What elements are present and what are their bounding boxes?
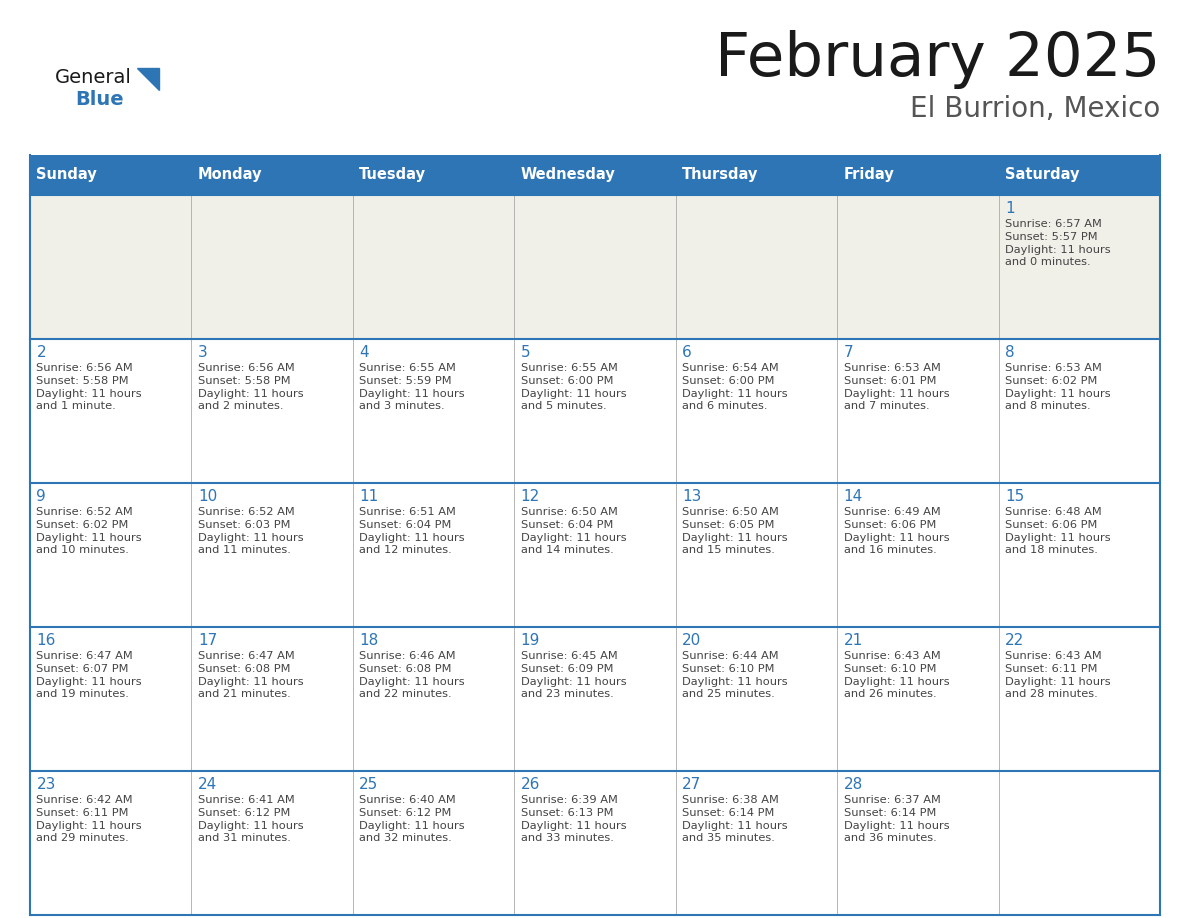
Text: General: General bbox=[55, 68, 132, 87]
Text: Sunrise: 6:43 AM
Sunset: 6:11 PM
Daylight: 11 hours
and 28 minutes.: Sunrise: 6:43 AM Sunset: 6:11 PM Dayligh… bbox=[1005, 651, 1111, 700]
Text: Sunrise: 6:39 AM
Sunset: 6:13 PM
Daylight: 11 hours
and 33 minutes.: Sunrise: 6:39 AM Sunset: 6:13 PM Dayligh… bbox=[520, 795, 626, 844]
Text: Sunrise: 6:43 AM
Sunset: 6:10 PM
Daylight: 11 hours
and 26 minutes.: Sunrise: 6:43 AM Sunset: 6:10 PM Dayligh… bbox=[843, 651, 949, 700]
Text: 25: 25 bbox=[359, 777, 379, 792]
Text: 5: 5 bbox=[520, 345, 530, 360]
Text: Sunrise: 6:55 AM
Sunset: 5:59 PM
Daylight: 11 hours
and 3 minutes.: Sunrise: 6:55 AM Sunset: 5:59 PM Dayligh… bbox=[359, 363, 465, 411]
Text: Sunrise: 6:47 AM
Sunset: 6:07 PM
Daylight: 11 hours
and 19 minutes.: Sunrise: 6:47 AM Sunset: 6:07 PM Dayligh… bbox=[37, 651, 143, 700]
Text: 10: 10 bbox=[198, 489, 217, 504]
Bar bbox=[30, 483, 1159, 627]
Text: Sunrise: 6:52 AM
Sunset: 6:02 PM
Daylight: 11 hours
and 10 minutes.: Sunrise: 6:52 AM Sunset: 6:02 PM Dayligh… bbox=[37, 507, 143, 555]
Text: 23: 23 bbox=[37, 777, 56, 792]
Text: 21: 21 bbox=[843, 633, 862, 648]
Text: El Burrion, Mexico: El Burrion, Mexico bbox=[910, 95, 1159, 123]
Text: 14: 14 bbox=[843, 489, 862, 504]
Text: 8: 8 bbox=[1005, 345, 1015, 360]
Text: Sunrise: 6:53 AM
Sunset: 6:01 PM
Daylight: 11 hours
and 7 minutes.: Sunrise: 6:53 AM Sunset: 6:01 PM Dayligh… bbox=[843, 363, 949, 411]
Text: 28: 28 bbox=[843, 777, 862, 792]
Text: Sunrise: 6:50 AM
Sunset: 6:04 PM
Daylight: 11 hours
and 14 minutes.: Sunrise: 6:50 AM Sunset: 6:04 PM Dayligh… bbox=[520, 507, 626, 555]
Text: Sunrise: 6:38 AM
Sunset: 6:14 PM
Daylight: 11 hours
and 35 minutes.: Sunrise: 6:38 AM Sunset: 6:14 PM Dayligh… bbox=[682, 795, 788, 844]
Text: Sunrise: 6:57 AM
Sunset: 5:57 PM
Daylight: 11 hours
and 0 minutes.: Sunrise: 6:57 AM Sunset: 5:57 PM Dayligh… bbox=[1005, 219, 1111, 267]
Text: Thursday: Thursday bbox=[682, 167, 759, 183]
Text: Sunrise: 6:37 AM
Sunset: 6:14 PM
Daylight: 11 hours
and 36 minutes.: Sunrise: 6:37 AM Sunset: 6:14 PM Dayligh… bbox=[843, 795, 949, 844]
Text: 18: 18 bbox=[359, 633, 379, 648]
Text: 12: 12 bbox=[520, 489, 541, 504]
Text: Sunrise: 6:42 AM
Sunset: 6:11 PM
Daylight: 11 hours
and 29 minutes.: Sunrise: 6:42 AM Sunset: 6:11 PM Dayligh… bbox=[37, 795, 143, 844]
Text: Sunrise: 6:48 AM
Sunset: 6:06 PM
Daylight: 11 hours
and 18 minutes.: Sunrise: 6:48 AM Sunset: 6:06 PM Dayligh… bbox=[1005, 507, 1111, 555]
Text: Friday: Friday bbox=[843, 167, 895, 183]
Text: Sunrise: 6:40 AM
Sunset: 6:12 PM
Daylight: 11 hours
and 32 minutes.: Sunrise: 6:40 AM Sunset: 6:12 PM Dayligh… bbox=[359, 795, 465, 844]
Bar bbox=[30, 195, 1159, 339]
Text: 19: 19 bbox=[520, 633, 541, 648]
Text: 15: 15 bbox=[1005, 489, 1024, 504]
Text: Sunrise: 6:55 AM
Sunset: 6:00 PM
Daylight: 11 hours
and 5 minutes.: Sunrise: 6:55 AM Sunset: 6:00 PM Dayligh… bbox=[520, 363, 626, 411]
Text: 6: 6 bbox=[682, 345, 691, 360]
Text: Sunrise: 6:54 AM
Sunset: 6:00 PM
Daylight: 11 hours
and 6 minutes.: Sunrise: 6:54 AM Sunset: 6:00 PM Dayligh… bbox=[682, 363, 788, 411]
Text: February 2025: February 2025 bbox=[715, 30, 1159, 89]
Text: Sunrise: 6:56 AM
Sunset: 5:58 PM
Daylight: 11 hours
and 2 minutes.: Sunrise: 6:56 AM Sunset: 5:58 PM Dayligh… bbox=[198, 363, 303, 411]
Bar bbox=[30, 771, 1159, 915]
Bar bbox=[514, 155, 676, 195]
Polygon shape bbox=[137, 68, 159, 90]
Text: 26: 26 bbox=[520, 777, 541, 792]
Text: Sunrise: 6:44 AM
Sunset: 6:10 PM
Daylight: 11 hours
and 25 minutes.: Sunrise: 6:44 AM Sunset: 6:10 PM Dayligh… bbox=[682, 651, 788, 700]
Text: Sunrise: 6:51 AM
Sunset: 6:04 PM
Daylight: 11 hours
and 12 minutes.: Sunrise: 6:51 AM Sunset: 6:04 PM Dayligh… bbox=[359, 507, 465, 555]
Text: 11: 11 bbox=[359, 489, 379, 504]
Bar bbox=[30, 627, 1159, 771]
Bar bbox=[676, 155, 838, 195]
Text: Sunrise: 6:47 AM
Sunset: 6:08 PM
Daylight: 11 hours
and 21 minutes.: Sunrise: 6:47 AM Sunset: 6:08 PM Dayligh… bbox=[198, 651, 303, 700]
Text: 2: 2 bbox=[37, 345, 46, 360]
Text: Sunrise: 6:52 AM
Sunset: 6:03 PM
Daylight: 11 hours
and 11 minutes.: Sunrise: 6:52 AM Sunset: 6:03 PM Dayligh… bbox=[198, 507, 303, 555]
Text: 27: 27 bbox=[682, 777, 701, 792]
Text: Saturday: Saturday bbox=[1005, 167, 1080, 183]
Text: 1: 1 bbox=[1005, 201, 1015, 216]
Text: Sunrise: 6:45 AM
Sunset: 6:09 PM
Daylight: 11 hours
and 23 minutes.: Sunrise: 6:45 AM Sunset: 6:09 PM Dayligh… bbox=[520, 651, 626, 700]
Text: Sunday: Sunday bbox=[37, 167, 97, 183]
Text: 3: 3 bbox=[198, 345, 208, 360]
Text: Sunrise: 6:56 AM
Sunset: 5:58 PM
Daylight: 11 hours
and 1 minute.: Sunrise: 6:56 AM Sunset: 5:58 PM Dayligh… bbox=[37, 363, 143, 411]
Text: 13: 13 bbox=[682, 489, 702, 504]
Bar bbox=[191, 155, 353, 195]
Bar bbox=[30, 339, 1159, 483]
Text: Sunrise: 6:46 AM
Sunset: 6:08 PM
Daylight: 11 hours
and 22 minutes.: Sunrise: 6:46 AM Sunset: 6:08 PM Dayligh… bbox=[359, 651, 465, 700]
Bar bbox=[838, 155, 999, 195]
Text: 9: 9 bbox=[37, 489, 46, 504]
Text: 16: 16 bbox=[37, 633, 56, 648]
Text: 7: 7 bbox=[843, 345, 853, 360]
Text: 4: 4 bbox=[359, 345, 369, 360]
Text: 20: 20 bbox=[682, 633, 701, 648]
Text: Monday: Monday bbox=[198, 167, 263, 183]
Text: Sunrise: 6:53 AM
Sunset: 6:02 PM
Daylight: 11 hours
and 8 minutes.: Sunrise: 6:53 AM Sunset: 6:02 PM Dayligh… bbox=[1005, 363, 1111, 411]
Text: 24: 24 bbox=[198, 777, 217, 792]
Text: Tuesday: Tuesday bbox=[359, 167, 426, 183]
Text: Sunrise: 6:50 AM
Sunset: 6:05 PM
Daylight: 11 hours
and 15 minutes.: Sunrise: 6:50 AM Sunset: 6:05 PM Dayligh… bbox=[682, 507, 788, 555]
Bar bbox=[999, 155, 1159, 195]
Text: Sunrise: 6:49 AM
Sunset: 6:06 PM
Daylight: 11 hours
and 16 minutes.: Sunrise: 6:49 AM Sunset: 6:06 PM Dayligh… bbox=[843, 507, 949, 555]
Text: 17: 17 bbox=[198, 633, 217, 648]
Bar bbox=[353, 155, 514, 195]
Text: Wednesday: Wednesday bbox=[520, 167, 615, 183]
Text: Sunrise: 6:41 AM
Sunset: 6:12 PM
Daylight: 11 hours
and 31 minutes.: Sunrise: 6:41 AM Sunset: 6:12 PM Dayligh… bbox=[198, 795, 303, 844]
Bar bbox=[30, 155, 191, 195]
Text: Blue: Blue bbox=[75, 90, 124, 109]
Text: 22: 22 bbox=[1005, 633, 1024, 648]
